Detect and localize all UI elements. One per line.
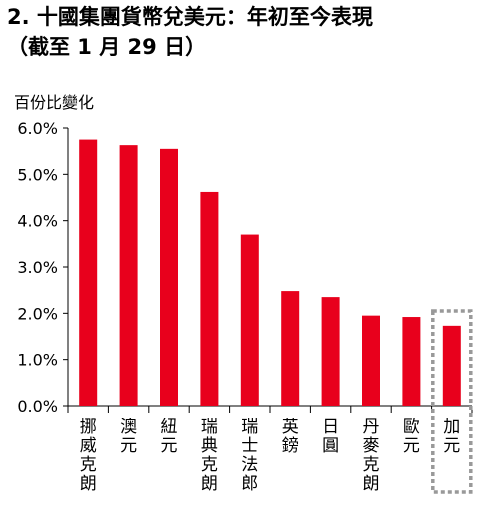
x-tick-label-9: 歐元 xyxy=(402,418,420,456)
y-tick-label: 3.0% xyxy=(17,258,58,277)
category-label: 日圓 xyxy=(322,418,340,456)
category-label: 歐元 xyxy=(402,418,420,456)
bar-3 xyxy=(160,148,178,406)
y-tick-label: 4.0% xyxy=(17,212,58,231)
x-tick-label-6: 英鎊 xyxy=(281,418,299,456)
x-tick-label-1: 挪威克朗 xyxy=(79,418,97,494)
x-tick-label-4: 瑞典克朗 xyxy=(200,418,218,494)
y-axis-label: 百份比變化 xyxy=(14,93,95,112)
chart-title: 2. 十國集團貨幣兌美元：年初至今表現 （截至 1 月 29 日） xyxy=(7,2,491,62)
y-tick-label: 6.0% xyxy=(17,119,58,138)
y-tick-label: 2.0% xyxy=(17,304,58,323)
bar-9 xyxy=(402,317,421,406)
x-tick-label-5: 瑞士法郎 xyxy=(241,418,259,494)
category-label: 挪威克朗 xyxy=(79,418,97,494)
x-tick-label-2: 澳元 xyxy=(120,418,138,456)
chart-title-line-1: 2. 十國集團貨幣兌美元：年初至今表現 xyxy=(7,5,373,29)
category-label: 加元 xyxy=(443,418,461,456)
bar-6 xyxy=(281,291,300,406)
category-label: 英鎊 xyxy=(281,418,299,456)
bar-8 xyxy=(362,315,380,406)
x-tick-label-3: 紐元 xyxy=(160,418,178,456)
y-tick-label: 1.0% xyxy=(17,351,58,370)
bar-5 xyxy=(240,234,259,406)
category-label: 澳元 xyxy=(120,418,138,456)
x-tick-label-10: 加元 xyxy=(443,418,461,456)
category-label: 瑞典克朗 xyxy=(200,418,218,494)
x-tick-label-7: 日圓 xyxy=(322,418,340,456)
category-label: 紐元 xyxy=(160,418,178,456)
chart-title-line-2: （截至 1 月 29 日） xyxy=(7,35,207,59)
bar-1 xyxy=(79,139,98,407)
x-tick-label-8: 丹麥克朗 xyxy=(362,418,380,494)
highlight-box xyxy=(431,309,473,494)
bar-7 xyxy=(321,297,340,406)
bar-4 xyxy=(200,191,219,406)
y-tick-label: 5.0% xyxy=(17,165,58,184)
bar-2 xyxy=(119,145,138,407)
category-label: 瑞士法郎 xyxy=(241,418,259,494)
category-label: 丹麥克朗 xyxy=(362,418,380,494)
y-tick-label: 0.0% xyxy=(17,397,58,416)
bar-10 xyxy=(442,325,461,406)
